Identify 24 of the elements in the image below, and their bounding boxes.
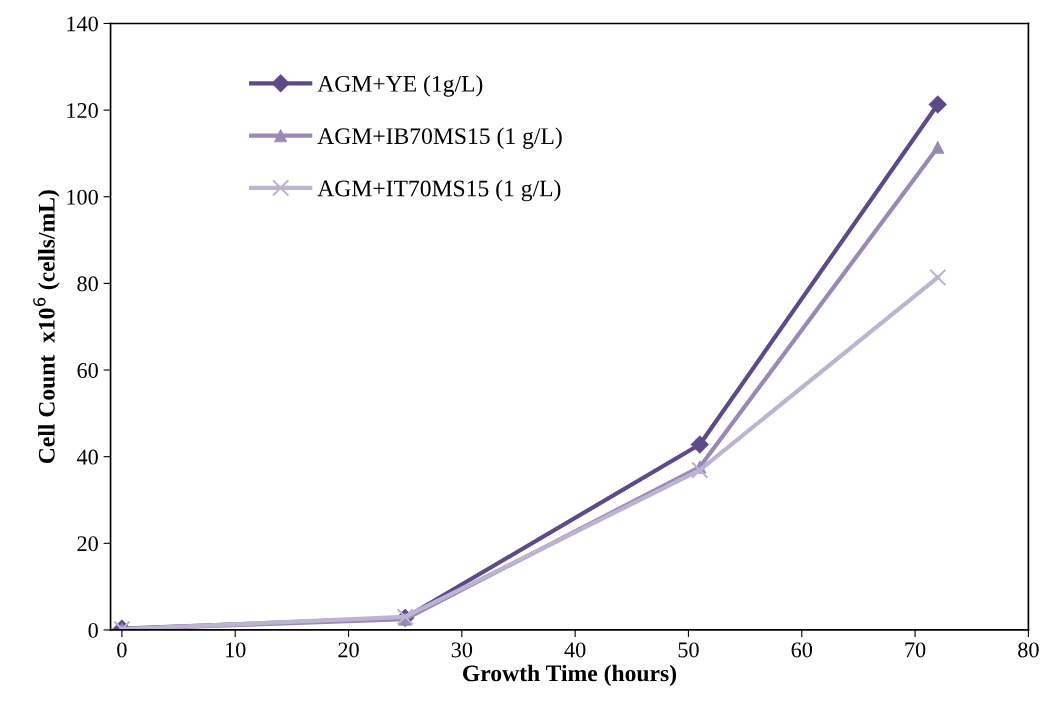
- x-tick-label: 30: [451, 642, 473, 658]
- y-tick-label: 40: [76, 449, 98, 465]
- y-tick-label: 140: [67, 16, 98, 32]
- x-tick-label: 10: [226, 642, 246, 658]
- y-tick-label: 0: [88, 622, 98, 638]
- x-tick-label: 0: [117, 642, 127, 658]
- x-tick-label: 50: [678, 642, 699, 658]
- point: [691, 461, 709, 479]
- y-tick-label: 60: [77, 362, 98, 378]
- legend-label: AGM+YE (1g/L): [317, 75, 483, 97]
- x-tick-label: 80: [1018, 642, 1039, 658]
- x-tick-label: 60: [791, 642, 813, 658]
- legend-label: AGM+IT70MS15 (1 g/L): [317, 179, 561, 202]
- y-tick-label: 120: [67, 103, 98, 119]
- y-axis-title: Cell Count x10$^{6}$ (cells/mL): [33, 190, 60, 464]
- y-tick-label: 100: [67, 189, 98, 205]
- y-tick-label: 20: [77, 536, 98, 552]
- x-axis-title: Growth Time (hours): [463, 664, 677, 687]
- point: [929, 268, 947, 286]
- legend-label: AGM+IB70MS15 (1 g/L): [317, 127, 562, 149]
- y-tick-label: 80: [77, 276, 98, 292]
- x-tick-label: 20: [338, 642, 359, 658]
- x-tick-label: 70: [905, 642, 926, 658]
- x-tick-label: 40: [564, 642, 586, 658]
